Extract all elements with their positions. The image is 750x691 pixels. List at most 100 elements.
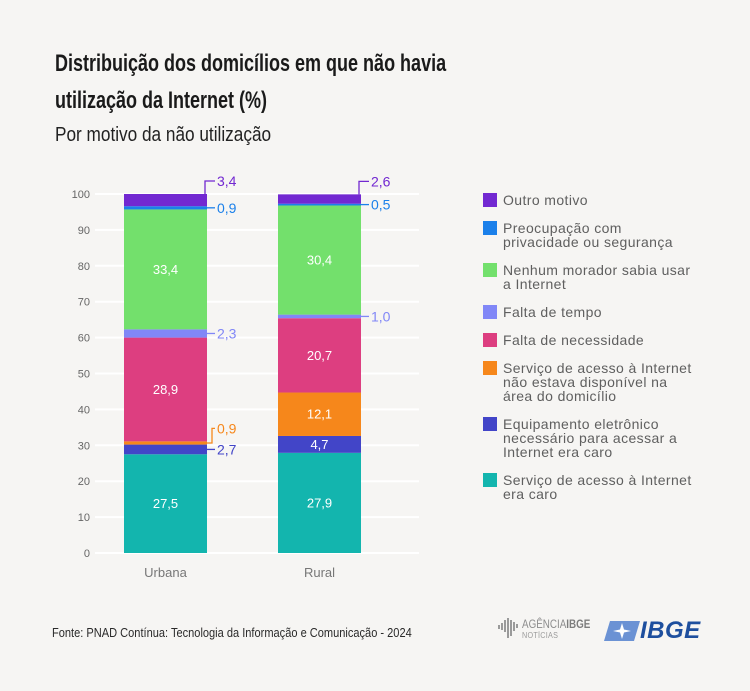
bar-segment [124, 444, 207, 455]
legend-swatch [483, 361, 497, 375]
legend-label-line: Internet era caro [503, 444, 613, 460]
legend-label: Falta de tempo [503, 305, 602, 319]
legend-label-line: não estava disponível na [503, 374, 668, 390]
legend-label-line: a Internet [503, 276, 567, 292]
x-category-label: Urbana [144, 565, 187, 580]
legend-label: Falta de necessidade [503, 333, 644, 347]
legend-label-line: Outro motivo [503, 192, 588, 208]
y-tick-label: 90 [78, 225, 90, 237]
chart-title-line-2: utilização da Internet (%) [55, 87, 268, 114]
bar-segment [124, 206, 207, 210]
bar-segment [278, 392, 361, 436]
source-note: Fonte: PNAD Contínua: Tecnologia da Info… [52, 625, 412, 640]
legend-item: Nenhum morador sabia usar a Internet [483, 263, 692, 291]
legend-swatch [483, 333, 497, 347]
x-category-label: Rural [304, 565, 335, 580]
chart-title: Distribuição dos domicílios em que não h… [55, 45, 446, 119]
legend-label: Equipamento eletrônico necessário para ac… [503, 417, 677, 459]
legend-label-line: necessário para acessar a [503, 430, 678, 446]
legend-label-line: privacidade ou segurança [503, 234, 673, 250]
chart-title-line-1: Distribuição dos domicílios em que não h… [55, 50, 447, 77]
label-leader-line [358, 180, 369, 195]
data-label-outside: 0,9 [217, 420, 237, 436]
legend-label-line: Serviço de acesso à Internet [503, 360, 692, 376]
bar-segment [124, 454, 207, 553]
legend-label-line: Serviço de acesso à Internet [503, 472, 692, 488]
legend-item: Preocupação com privacidade ou segurança [483, 221, 692, 249]
label-leader-line [204, 180, 215, 194]
bar-segment [278, 435, 361, 453]
legend-item: Serviço de acesso à Internet não estava d… [483, 361, 692, 403]
legend-label-line: área do domicílio [503, 388, 617, 404]
legend-item: Falta de tempo [483, 305, 692, 319]
y-tick-label: 100 [72, 189, 90, 201]
chart-legend: Outro motivo Preocupação com privacidade o… [483, 193, 692, 501]
legend-label: Nenhum morador sabia usar a Internet [503, 263, 690, 291]
data-label-outside: 2,7 [217, 441, 237, 457]
legend-label: Serviço de acesso à Internet não estava d… [503, 361, 692, 403]
ibge-star-mark-icon [604, 621, 640, 641]
agencia-ibge-logo: AGÊNCIAIBGE NOTÍCIAS [498, 616, 598, 642]
legend-label-line: Preocupação com [503, 220, 622, 236]
y-tick-label: 20 [78, 476, 90, 488]
data-label-outside: 1,0 [371, 308, 391, 324]
y-tick-label: 0 [84, 548, 90, 560]
bar-segment [124, 194, 207, 207]
y-tick-label: 10 [78, 512, 90, 524]
data-label: 27,9 [307, 495, 332, 510]
legend-item: Outro motivo [483, 193, 692, 207]
legend-item: Serviço de acesso à Internet era caro [483, 473, 692, 501]
data-label: 30,4 [307, 253, 332, 268]
ibge-wordmark: IBGE [640, 617, 701, 644]
bar-segment [278, 318, 361, 393]
bar-segment [124, 337, 207, 442]
y-tick-label: 70 [78, 297, 90, 309]
data-label-outside: 0,9 [217, 200, 237, 216]
chart-subtitle: Por motivo da não utilização [55, 124, 272, 146]
data-label-outside: 3,4 [217, 173, 237, 189]
legend-label-line: Falta de necessidade [503, 332, 645, 348]
y-tick-label: 80 [78, 261, 90, 273]
legend-swatch [483, 473, 497, 487]
agencia-ibge-word: IBGE [566, 617, 591, 631]
data-label: 33,4 [153, 262, 178, 277]
bar-segment [124, 209, 207, 330]
y-tick-label: 30 [78, 440, 90, 452]
bar-segment [278, 203, 361, 206]
ibge-logo: IBGE [604, 617, 701, 644]
legend-swatch [483, 193, 497, 207]
data-label: 20,7 [307, 348, 332, 363]
legend-swatch [483, 417, 497, 431]
agencia-ibge-wordmark: AGÊNCIAIBGE [522, 618, 590, 630]
agencia-ibge-icon [498, 618, 518, 638]
data-label-outside: 2,3 [217, 325, 237, 341]
legend-label-line: Equipamento eletrônico [503, 416, 659, 432]
bar-segment [278, 314, 361, 319]
legend-label-line: Nenhum morador sabia usar [503, 262, 691, 278]
bar-segment [124, 329, 207, 338]
legend-label: Preocupação com privacidade ou segurança [503, 221, 673, 249]
bar-segment [278, 452, 361, 553]
data-label-outside: 0,5 [371, 197, 391, 213]
legend-label-line: Falta de tempo [503, 304, 602, 320]
bar-segment [124, 441, 207, 445]
legend-swatch [483, 221, 497, 235]
legend-label: Serviço de acesso à Internet era caro [503, 473, 692, 501]
data-label: 28,9 [153, 382, 178, 397]
data-label: 27,5 [153, 496, 178, 511]
legend-swatch [483, 263, 497, 277]
bar-segment [278, 194, 361, 204]
agencia-noticias-word: NOTÍCIAS [522, 631, 559, 640]
legend-item: Equipamento eletrônico necessário para ac… [483, 417, 692, 459]
y-tick-label: 50 [78, 369, 90, 381]
agencia-word: AGÊNCIA [522, 617, 567, 631]
data-label-outside: 2,6 [371, 173, 391, 189]
legend-item: Falta de necessidade [483, 333, 692, 347]
label-leader-line [207, 427, 215, 444]
data-label: 4,7 [310, 437, 328, 452]
legend-swatch [483, 305, 497, 319]
legend-label-line: era caro [503, 486, 558, 502]
y-tick-label: 60 [78, 333, 90, 345]
bar-segment [278, 205, 361, 315]
